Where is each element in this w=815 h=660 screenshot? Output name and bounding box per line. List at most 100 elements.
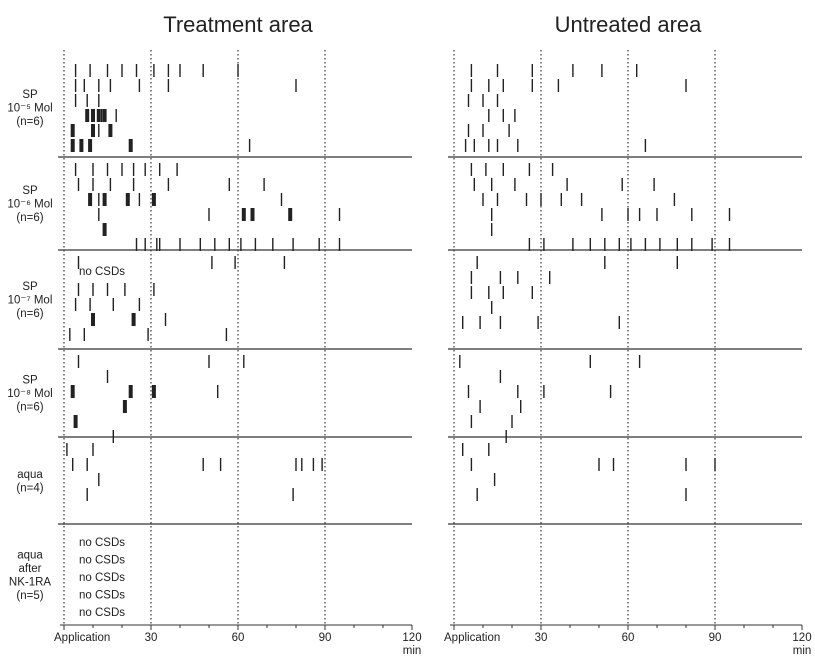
csd-mark-thick: [85, 109, 90, 122]
csd-mark: [621, 178, 623, 191]
csd-mark: [589, 355, 591, 368]
csd-mark: [496, 94, 499, 107]
csd-mark: [214, 238, 216, 251]
csd-mark: [685, 488, 687, 501]
csd-mark: [659, 238, 661, 251]
csd-mark-thick: [128, 139, 133, 152]
group-label: SP: [22, 375, 38, 387]
csd-mark: [630, 238, 632, 251]
csd-mark: [549, 271, 551, 284]
csd-mark: [98, 208, 100, 221]
csd-mark: [531, 79, 533, 92]
csd-mark: [280, 193, 283, 206]
csd-mark: [491, 178, 493, 191]
x-tick-label: 60: [622, 632, 635, 644]
csd-mark: [292, 488, 294, 501]
csd-mark: [112, 430, 114, 443]
csd-mark: [240, 238, 242, 251]
csd-mark: [711, 238, 713, 251]
csd-mark: [479, 400, 481, 413]
csd-mark-thick: [73, 415, 78, 428]
group-label: aqua: [17, 469, 43, 481]
csd-mark: [485, 163, 487, 176]
csd-mark: [566, 178, 568, 191]
csd-mark: [618, 316, 620, 329]
csd-mark: [476, 488, 478, 501]
csd-mark: [514, 109, 516, 122]
csd-mark: [263, 178, 265, 191]
csd-mark: [138, 298, 141, 311]
no-csds-note: no CSDs: [79, 537, 125, 549]
csd-mark: [537, 316, 539, 329]
csd-mark: [496, 139, 499, 152]
csd-mark: [89, 298, 91, 311]
csd-mark: [176, 163, 178, 176]
csd-mark-thick: [125, 193, 130, 206]
csd-mark: [676, 256, 678, 269]
group-label: 10⁻⁷ Mol: [8, 295, 53, 307]
csd-mark: [473, 139, 475, 152]
csd-mark: [496, 193, 499, 206]
group-label: (n=6): [16, 402, 43, 414]
x-tick-label: 120: [792, 632, 811, 644]
csd-mark: [612, 458, 615, 471]
csd-mark-thick: [250, 208, 255, 221]
csd-mark: [656, 208, 658, 221]
csd-mark: [147, 328, 149, 341]
csd-mark: [685, 458, 687, 471]
csd-mark: [153, 64, 155, 77]
csd-mark: [86, 488, 88, 501]
group-label: 10⁻⁵ Mol: [7, 103, 52, 115]
csd-mark: [488, 139, 490, 152]
csd-mark: [604, 256, 606, 269]
csd-mark: [482, 124, 484, 137]
csd-mark: [488, 79, 490, 92]
csd-mark: [604, 238, 606, 251]
csd-mark: [520, 400, 522, 413]
csd-mark: [167, 79, 170, 92]
csd-mark: [609, 385, 612, 398]
csd-mark: [505, 430, 507, 443]
csd-mark: [208, 208, 210, 221]
csd-mark: [138, 79, 141, 92]
csd-mark: [572, 238, 574, 251]
csd-mark: [106, 163, 109, 176]
group-label: SP: [22, 281, 38, 293]
csd-mark: [493, 473, 496, 486]
csd-mark: [511, 415, 513, 428]
csd-mark: [517, 271, 519, 284]
csd-mark-thick: [102, 109, 107, 122]
x-unit-label: min: [793, 645, 812, 655]
csd-mark: [225, 328, 228, 341]
csd-mark: [627, 208, 629, 221]
csd-mark: [199, 238, 201, 251]
csd-mark-thick: [102, 193, 107, 206]
csd-mark: [517, 385, 519, 398]
csd-mark: [254, 238, 257, 251]
csd-mark: [543, 238, 545, 251]
csd-mark: [601, 208, 603, 221]
group-label: (n=6): [16, 212, 43, 224]
csd-mark: [283, 256, 286, 269]
csd-mark-thick: [128, 385, 133, 398]
csd-mark: [98, 79, 100, 92]
csd-mark: [491, 223, 493, 236]
x-unit-label: min: [403, 645, 422, 655]
csd-mark: [551, 163, 554, 176]
csd-mark: [211, 256, 213, 269]
csd-mark: [618, 238, 620, 251]
csd-mark-thick: [108, 124, 113, 137]
csd-mark: [179, 238, 181, 251]
csd-mark: [106, 370, 109, 383]
csd-mark: [488, 286, 490, 299]
csd-mark: [77, 256, 80, 269]
x-tick-label: 120: [402, 632, 421, 644]
csd-mark: [499, 370, 502, 383]
csd-mark: [338, 208, 341, 221]
csd-mark: [502, 109, 504, 122]
csd-mark: [98, 473, 100, 486]
csd-mark: [580, 193, 583, 206]
csd-mark: [557, 79, 560, 92]
csd-mark: [488, 443, 490, 456]
